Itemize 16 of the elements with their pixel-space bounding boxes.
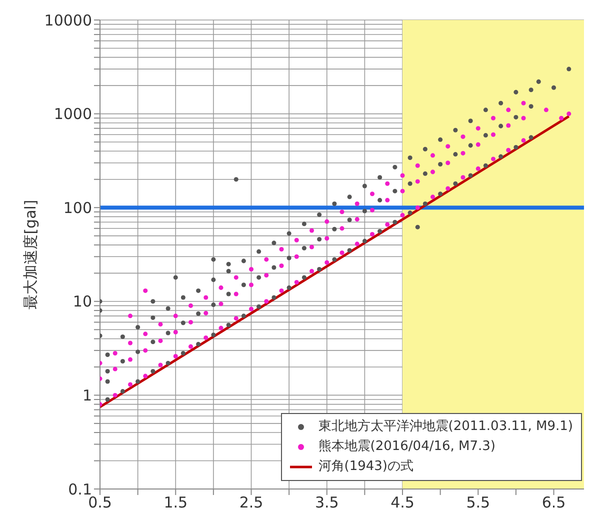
x-tick-label: 5.5: [466, 494, 490, 512]
x-tick-label: 2.5: [239, 494, 264, 512]
legend-label: 熊本地震(2016/04/16, M7.3): [318, 438, 496, 456]
x-tick-label: 6.5: [542, 494, 566, 512]
legend-label: 東北地方太平洋沖地震(2011.03.11, M9.1): [318, 418, 573, 436]
x-tick-label: 3.5: [314, 494, 339, 512]
x-tick-label: 4.5: [390, 494, 414, 512]
y-tick-label: 100: [63, 198, 92, 217]
y-tick-label: 1000: [54, 105, 92, 124]
x-tick-label: 1.5: [164, 494, 188, 512]
y-tick-label: 1: [82, 386, 92, 405]
legend-label: 河角(1943)の式: [318, 458, 414, 476]
y-tick-label: 10: [72, 292, 92, 311]
y-tick-label: 10000: [44, 11, 92, 30]
x-tick-label: 0.5: [88, 494, 112, 512]
y-axis-title: 最大加速度[gal]: [21, 200, 40, 310]
